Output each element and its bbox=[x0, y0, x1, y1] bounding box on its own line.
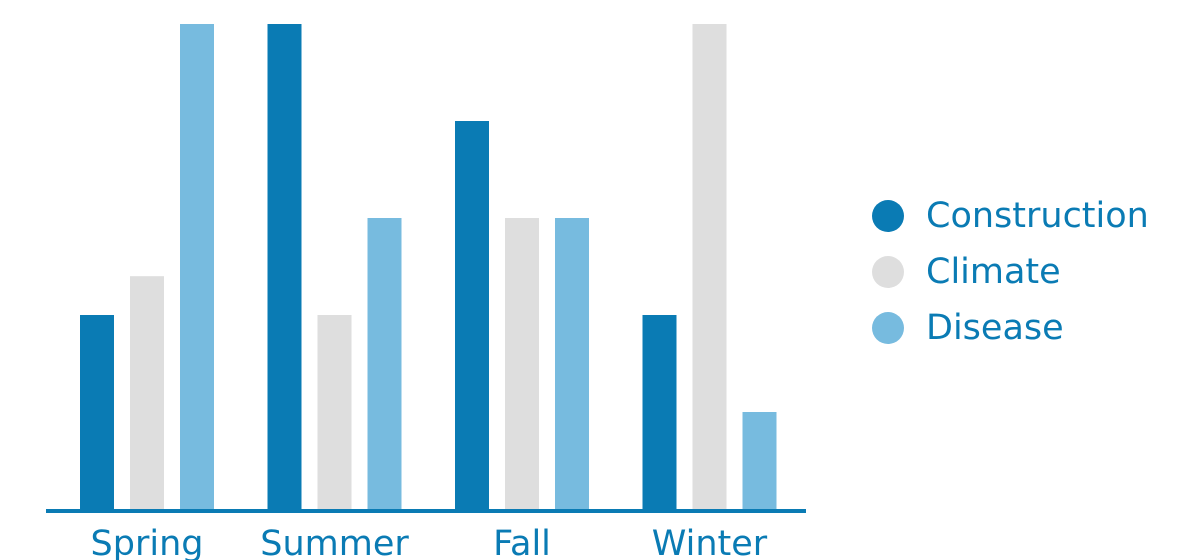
legend: Construction Climate Disease bbox=[872, 188, 1149, 356]
bar-climate-spring bbox=[130, 276, 164, 509]
legend-label-climate: Climate bbox=[926, 252, 1061, 292]
legend-swatch-disease bbox=[872, 312, 904, 344]
bar-disease-winter bbox=[742, 412, 777, 509]
x-label-spring: Spring bbox=[91, 524, 204, 560]
legend-label-disease: Disease bbox=[926, 308, 1064, 348]
x-label-summer: Summer bbox=[260, 524, 409, 560]
bar-climate-summer bbox=[317, 315, 352, 509]
legend-label-construction: Construction bbox=[926, 196, 1149, 236]
legend-swatch-climate bbox=[872, 256, 904, 288]
bar-disease-fall bbox=[555, 218, 589, 509]
bar-climate-winter bbox=[692, 24, 727, 509]
bar-disease-summer bbox=[367, 218, 402, 509]
bar-disease-spring bbox=[180, 24, 214, 509]
x-axis-labels: Spring Summer Fall Winter bbox=[91, 524, 768, 560]
legend-item-disease: Disease bbox=[872, 300, 1149, 356]
bar-construction-fall bbox=[455, 121, 489, 509]
x-label-winter: Winter bbox=[652, 524, 768, 560]
bar-construction-summer bbox=[267, 24, 302, 509]
legend-item-climate: Climate bbox=[872, 244, 1149, 300]
x-label-fall: Fall bbox=[493, 524, 551, 560]
legend-item-construction: Construction bbox=[872, 188, 1149, 244]
legend-swatch-construction bbox=[872, 200, 904, 232]
bar-construction-winter bbox=[642, 315, 677, 509]
bars-group bbox=[80, 24, 777, 509]
bar-climate-fall bbox=[505, 218, 539, 509]
bar-construction-spring bbox=[80, 315, 114, 509]
